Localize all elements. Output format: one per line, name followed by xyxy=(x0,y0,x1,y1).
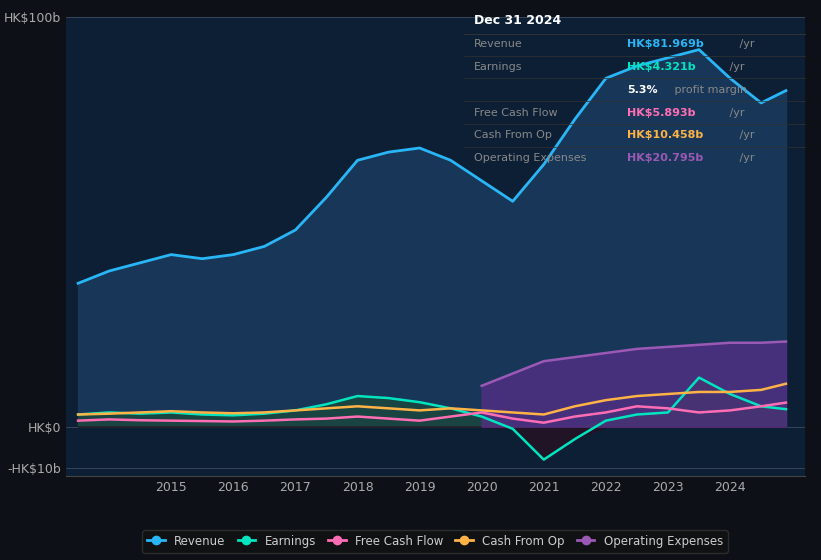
Text: Revenue: Revenue xyxy=(474,39,523,49)
Text: /yr: /yr xyxy=(736,130,755,141)
Legend: Revenue, Earnings, Free Cash Flow, Cash From Op, Operating Expenses: Revenue, Earnings, Free Cash Flow, Cash … xyxy=(143,530,727,553)
Text: Cash From Op: Cash From Op xyxy=(474,130,552,141)
Text: Earnings: Earnings xyxy=(474,62,523,72)
Text: HK$81.969b: HK$81.969b xyxy=(627,39,704,49)
Text: /yr: /yr xyxy=(736,39,755,49)
Text: profit margin: profit margin xyxy=(671,85,747,95)
Text: Dec 31 2024: Dec 31 2024 xyxy=(474,14,562,27)
Text: HK$10.458b: HK$10.458b xyxy=(627,130,704,141)
Text: Free Cash Flow: Free Cash Flow xyxy=(474,108,557,118)
Text: /yr: /yr xyxy=(726,62,744,72)
Text: /yr: /yr xyxy=(736,153,755,164)
Text: /yr: /yr xyxy=(726,108,744,118)
Text: Operating Expenses: Operating Expenses xyxy=(474,153,586,164)
Text: HK$5.893b: HK$5.893b xyxy=(627,108,696,118)
Text: HK$20.795b: HK$20.795b xyxy=(627,153,704,164)
Text: 5.3%: 5.3% xyxy=(627,85,658,95)
Text: HK$4.321b: HK$4.321b xyxy=(627,62,696,72)
